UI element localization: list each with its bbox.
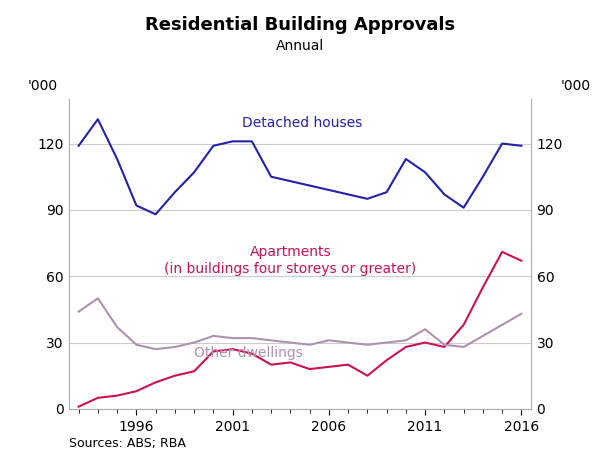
Text: Annual: Annual bbox=[276, 39, 324, 53]
Text: Other dwellings: Other dwellings bbox=[194, 346, 303, 360]
Text: (in buildings four storeys or greater): (in buildings four storeys or greater) bbox=[164, 262, 416, 276]
Text: '000: '000 bbox=[561, 79, 591, 93]
Text: Residential Building Approvals: Residential Building Approvals bbox=[145, 16, 455, 34]
Text: Sources: ABS; RBA: Sources: ABS; RBA bbox=[69, 438, 186, 450]
Text: Apartments: Apartments bbox=[250, 244, 331, 259]
Text: '000: '000 bbox=[28, 79, 58, 93]
Text: Detached houses: Detached houses bbox=[242, 116, 362, 130]
